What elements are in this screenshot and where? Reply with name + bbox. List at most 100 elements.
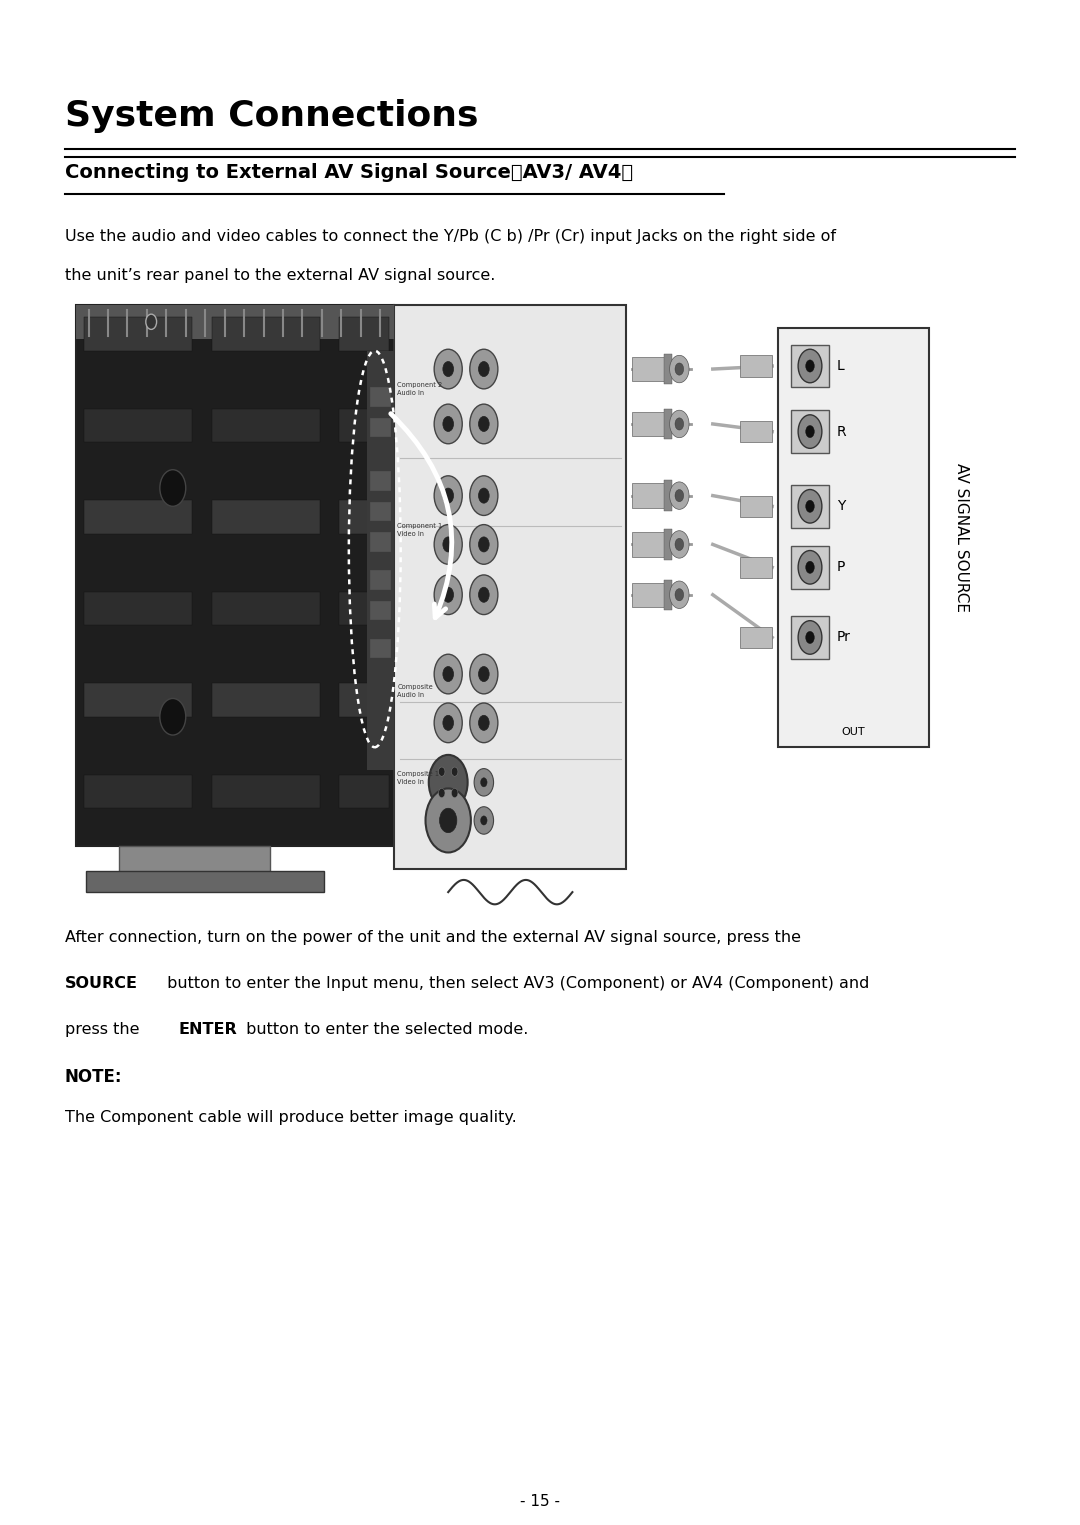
Circle shape [478, 715, 489, 730]
Circle shape [481, 816, 487, 825]
Circle shape [474, 769, 494, 796]
Circle shape [443, 715, 454, 730]
Circle shape [434, 703, 462, 743]
Text: NOTE:: NOTE: [65, 1068, 122, 1086]
Circle shape [806, 360, 814, 372]
Bar [212, 317, 320, 351]
Bar [370, 639, 390, 657]
Bar [740, 355, 772, 377]
Circle shape [443, 537, 454, 552]
Bar [370, 418, 390, 436]
Bar [84, 592, 192, 625]
Text: After connection, turn on the power of the unit and the external AV signal sourc: After connection, turn on the power of t… [65, 930, 800, 946]
Circle shape [451, 767, 458, 776]
Circle shape [675, 490, 684, 502]
Circle shape [434, 349, 462, 389]
Circle shape [478, 537, 489, 552]
Bar [664, 409, 672, 439]
Bar [664, 580, 672, 610]
Bar [370, 502, 390, 520]
Bar [119, 846, 270, 874]
Circle shape [438, 767, 445, 776]
Circle shape [470, 703, 498, 743]
Circle shape [798, 349, 822, 383]
Bar [740, 421, 772, 442]
Text: Composite 1
Video In: Composite 1 Video In [397, 772, 440, 784]
Bar [740, 627, 772, 648]
Circle shape [443, 666, 454, 682]
Bar [370, 570, 390, 589]
Text: Use the audio and video cables to connect the Y/Pb (C b) /Pr (Cr) input Jacks on: Use the audio and video cables to connec… [65, 229, 836, 244]
Bar [370, 387, 390, 406]
Circle shape [470, 525, 498, 564]
Circle shape [806, 500, 814, 512]
Circle shape [670, 410, 689, 438]
Text: Component 1
Video In: Component 1 Video In [397, 523, 443, 537]
Bar [791, 546, 829, 589]
Text: Component 2
Audio In: Component 2 Audio In [397, 383, 443, 395]
Circle shape [434, 654, 462, 694]
Bar [632, 412, 671, 436]
Bar [212, 683, 320, 717]
Bar [367, 351, 394, 770]
Bar [84, 317, 192, 351]
Circle shape [160, 698, 186, 735]
Circle shape [798, 490, 822, 523]
Bar [76, 305, 394, 846]
Bar [212, 592, 320, 625]
Bar [339, 683, 389, 717]
Circle shape [434, 404, 462, 444]
Text: ENTER: ENTER [178, 1022, 237, 1037]
Text: SOURCE: SOURCE [65, 976, 138, 991]
Circle shape [146, 314, 157, 329]
Circle shape [438, 788, 445, 798]
Text: L: L [837, 358, 845, 374]
Bar [212, 500, 320, 534]
Text: The Component cable will produce better image quality.: The Component cable will produce better … [65, 1110, 516, 1125]
Circle shape [806, 631, 814, 644]
Bar [370, 532, 390, 551]
Text: R: R [837, 424, 847, 439]
FancyArrowPatch shape [391, 413, 451, 618]
Circle shape [429, 755, 468, 810]
Bar [339, 500, 389, 534]
Circle shape [798, 551, 822, 584]
Bar [84, 775, 192, 808]
Circle shape [478, 361, 489, 377]
Circle shape [470, 654, 498, 694]
Bar [84, 500, 192, 534]
Circle shape [434, 476, 462, 515]
Text: Y: Y [837, 499, 846, 514]
Bar [339, 592, 389, 625]
Bar [664, 354, 672, 384]
Circle shape [675, 418, 684, 430]
Circle shape [443, 488, 454, 503]
Circle shape [670, 581, 689, 608]
Text: P: P [837, 560, 846, 575]
Circle shape [478, 416, 489, 432]
Bar [370, 601, 390, 619]
Circle shape [470, 349, 498, 389]
Circle shape [675, 538, 684, 551]
Bar [632, 483, 671, 508]
Text: the unit’s rear panel to the external AV signal source.: the unit’s rear panel to the external AV… [65, 268, 495, 284]
Circle shape [474, 807, 494, 834]
Circle shape [478, 666, 489, 682]
Text: Composite
Audio In: Composite Audio In [397, 685, 433, 697]
Bar [791, 410, 829, 453]
Bar [664, 529, 672, 560]
Circle shape [443, 361, 454, 377]
Circle shape [806, 425, 814, 438]
Text: Pr: Pr [837, 630, 851, 645]
Text: AV SIGNAL SOURCE: AV SIGNAL SOURCE [954, 464, 969, 612]
Circle shape [670, 355, 689, 383]
Bar [212, 409, 320, 442]
Circle shape [426, 788, 471, 852]
Circle shape [798, 621, 822, 654]
Text: OUT: OUT [841, 727, 865, 737]
Circle shape [470, 575, 498, 615]
Circle shape [481, 778, 487, 787]
Bar [84, 683, 192, 717]
Circle shape [451, 788, 458, 798]
Bar [791, 345, 829, 387]
